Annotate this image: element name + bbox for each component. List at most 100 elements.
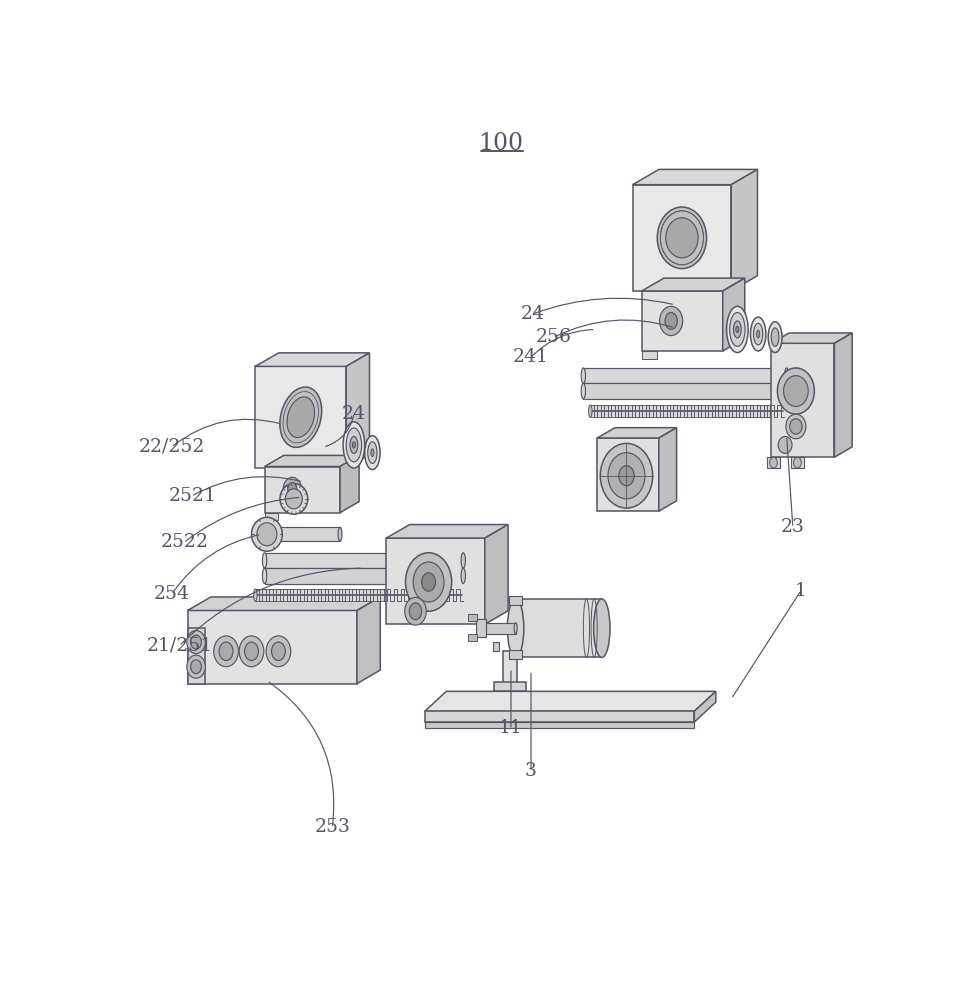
Polygon shape <box>771 343 834 457</box>
Ellipse shape <box>263 553 266 568</box>
Polygon shape <box>584 368 787 383</box>
Polygon shape <box>632 169 757 185</box>
Ellipse shape <box>778 436 793 453</box>
Ellipse shape <box>252 517 282 551</box>
Ellipse shape <box>190 660 201 674</box>
Ellipse shape <box>784 376 808 406</box>
Ellipse shape <box>365 436 380 470</box>
Text: 2521: 2521 <box>168 487 216 505</box>
Ellipse shape <box>186 631 205 654</box>
Ellipse shape <box>477 623 480 634</box>
Ellipse shape <box>214 636 238 667</box>
Polygon shape <box>494 682 526 691</box>
Ellipse shape <box>768 322 782 353</box>
Polygon shape <box>264 513 278 520</box>
Ellipse shape <box>461 553 466 568</box>
Ellipse shape <box>239 636 264 667</box>
Polygon shape <box>425 722 694 728</box>
Polygon shape <box>509 596 522 605</box>
Ellipse shape <box>785 383 789 399</box>
Polygon shape <box>264 553 464 568</box>
Text: 254: 254 <box>154 585 190 603</box>
Polygon shape <box>187 628 205 684</box>
Ellipse shape <box>245 642 259 661</box>
Ellipse shape <box>793 457 801 468</box>
Polygon shape <box>723 278 745 351</box>
Ellipse shape <box>283 477 302 502</box>
Ellipse shape <box>288 483 297 497</box>
Ellipse shape <box>338 527 342 541</box>
Polygon shape <box>264 568 464 584</box>
Polygon shape <box>767 457 780 468</box>
Polygon shape <box>475 619 486 637</box>
Polygon shape <box>514 642 520 651</box>
Polygon shape <box>642 278 745 291</box>
Text: 2522: 2522 <box>160 533 209 551</box>
Polygon shape <box>485 525 508 624</box>
Ellipse shape <box>771 328 779 346</box>
Polygon shape <box>694 691 715 722</box>
Text: 23: 23 <box>781 518 805 536</box>
Ellipse shape <box>280 483 307 514</box>
Polygon shape <box>340 455 359 513</box>
Text: 241: 241 <box>513 348 549 366</box>
Polygon shape <box>468 614 477 620</box>
Polygon shape <box>597 428 676 438</box>
Polygon shape <box>515 599 602 657</box>
Text: 21/251: 21/251 <box>146 636 213 654</box>
Text: 24: 24 <box>520 305 545 323</box>
Polygon shape <box>590 405 783 417</box>
Ellipse shape <box>751 317 766 351</box>
Ellipse shape <box>619 466 634 486</box>
Ellipse shape <box>736 326 739 333</box>
Text: 3: 3 <box>525 762 537 780</box>
Ellipse shape <box>285 489 303 509</box>
Polygon shape <box>425 711 694 722</box>
Polygon shape <box>478 623 515 634</box>
Polygon shape <box>357 597 381 684</box>
Ellipse shape <box>346 428 361 462</box>
Text: 100: 100 <box>477 132 523 155</box>
Ellipse shape <box>785 368 789 383</box>
Polygon shape <box>264 466 340 513</box>
Polygon shape <box>792 457 803 468</box>
Ellipse shape <box>508 599 524 657</box>
Polygon shape <box>659 428 676 511</box>
Polygon shape <box>632 185 731 291</box>
Ellipse shape <box>730 312 745 346</box>
Polygon shape <box>264 455 359 466</box>
Ellipse shape <box>734 321 741 338</box>
Polygon shape <box>346 353 370 468</box>
Text: 1: 1 <box>794 582 806 600</box>
Polygon shape <box>386 538 485 624</box>
Polygon shape <box>597 438 659 511</box>
Polygon shape <box>256 589 462 601</box>
Polygon shape <box>509 650 522 659</box>
Ellipse shape <box>770 457 778 468</box>
Ellipse shape <box>608 453 645 499</box>
Ellipse shape <box>344 422 365 468</box>
Polygon shape <box>280 527 340 541</box>
Ellipse shape <box>368 442 377 463</box>
Ellipse shape <box>352 442 355 448</box>
Ellipse shape <box>786 414 806 439</box>
Ellipse shape <box>371 449 374 456</box>
Ellipse shape <box>413 562 444 602</box>
Polygon shape <box>187 610 357 684</box>
Text: 24: 24 <box>342 405 366 423</box>
Ellipse shape <box>263 568 266 584</box>
Ellipse shape <box>190 635 201 649</box>
Ellipse shape <box>220 642 233 661</box>
Polygon shape <box>256 353 370 366</box>
Ellipse shape <box>186 655 205 678</box>
Ellipse shape <box>581 368 586 383</box>
Text: 256: 256 <box>536 328 572 346</box>
Ellipse shape <box>666 218 698 258</box>
Polygon shape <box>468 634 477 641</box>
Ellipse shape <box>405 553 452 611</box>
Ellipse shape <box>593 599 610 657</box>
Ellipse shape <box>257 523 277 546</box>
Polygon shape <box>584 383 787 399</box>
Polygon shape <box>477 620 485 636</box>
Ellipse shape <box>778 368 814 414</box>
